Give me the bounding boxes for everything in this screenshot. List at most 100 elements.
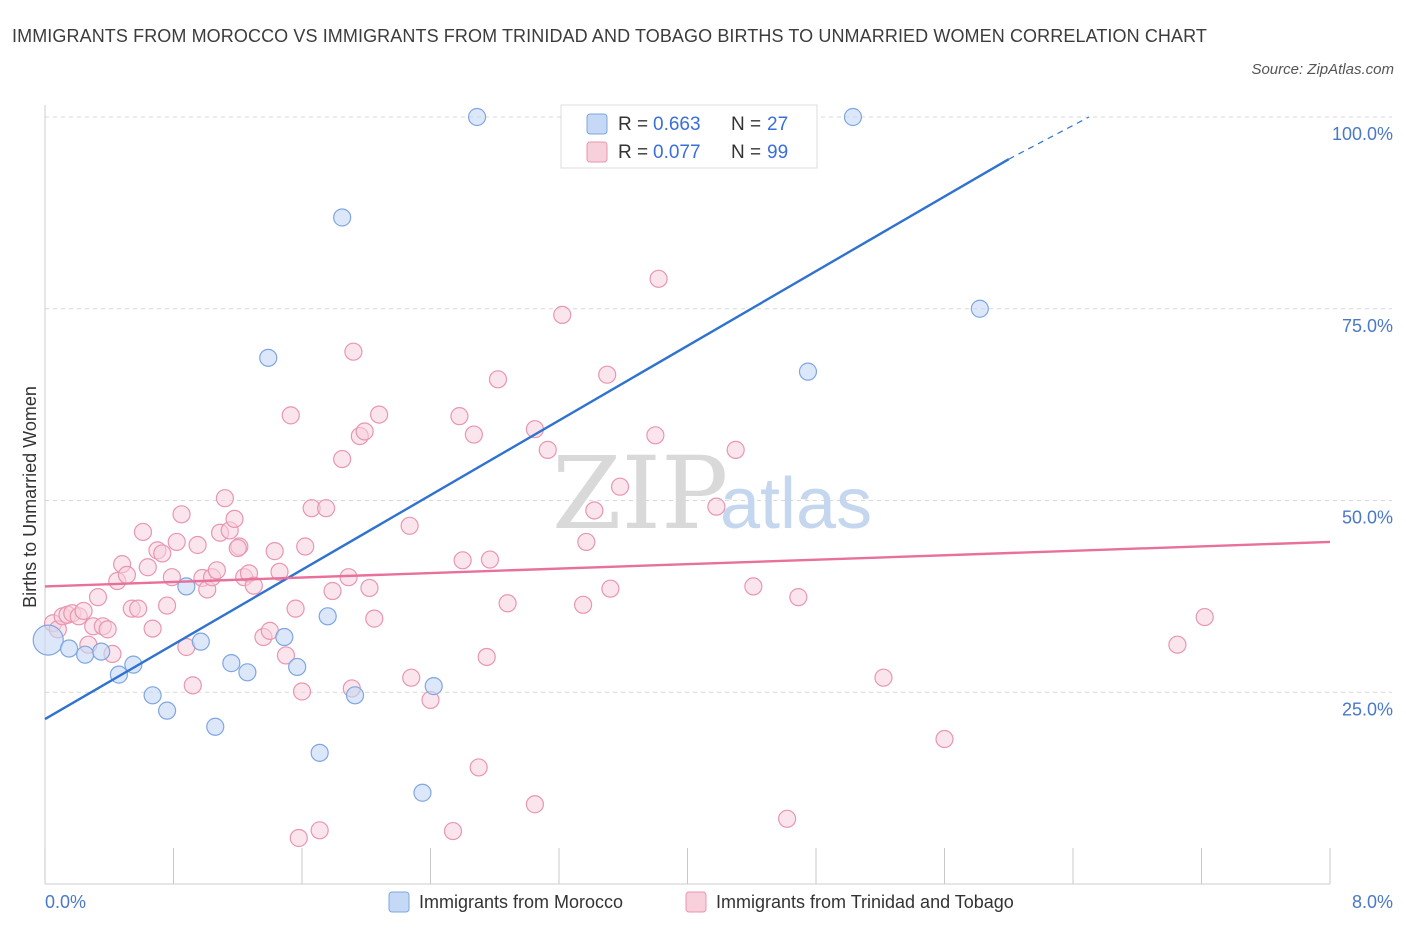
trinidad-point — [188, 535, 207, 555]
trinidad-point — [316, 499, 336, 518]
trinidad-point — [400, 516, 419, 535]
legend-trinidad-label: Immigrants from Trinidad and Tobago — [716, 892, 1014, 912]
trinidad-point — [225, 509, 244, 529]
morocco-point — [92, 642, 111, 661]
series-legend: Immigrants from Morocco Immigrants from … — [388, 891, 1014, 913]
morocco-point — [467, 107, 487, 127]
chart-title: IMMIGRANTS FROM MOROCCO VS IMMIGRANTS FR… — [12, 26, 1208, 46]
morocco-point — [222, 654, 241, 673]
trinidad-point — [598, 365, 617, 384]
trinidad-point — [488, 370, 508, 389]
morocco-point — [206, 717, 225, 736]
trinidad-point — [133, 522, 153, 542]
trinidad-point — [726, 440, 745, 459]
morocco-point — [288, 657, 307, 677]
trinidad-point — [215, 489, 234, 508]
legend-trinidad-swatch — [685, 891, 707, 913]
trinidad-point — [183, 676, 202, 695]
trinidad-point — [286, 599, 305, 618]
y-axis-label: Births to Unmarried Women — [20, 386, 40, 608]
morocco-point — [318, 607, 337, 626]
morocco-n-value: 27 — [767, 114, 788, 135]
trinidad-point — [167, 532, 186, 552]
y-tick-label: 25.0% — [1342, 699, 1393, 719]
trinidad-r-label: R = — [618, 142, 648, 163]
morocco-point — [333, 208, 352, 227]
trinidad-point — [1168, 635, 1187, 654]
trinidad-point — [744, 577, 763, 596]
watermark: ZIP atlas — [552, 435, 872, 552]
morocco-point — [843, 107, 863, 127]
trinidad-point — [143, 619, 162, 638]
y-tick-label: 75.0% — [1342, 316, 1393, 336]
trinidad-point — [172, 505, 191, 524]
trinidad-point — [370, 405, 389, 424]
grid-lines — [45, 116, 1392, 693]
y-tick-label: 100.0% — [1332, 124, 1393, 144]
trinidad-n-value: 99 — [767, 142, 788, 163]
morocco-trend-extension — [1008, 116, 1090, 160]
trinidad-point — [323, 581, 342, 601]
trinidad-point — [244, 576, 263, 595]
trinidad-point — [935, 729, 954, 749]
trinidad-point — [365, 609, 384, 628]
trinidad-point — [333, 449, 352, 469]
morocco-point — [424, 677, 443, 696]
trinidad-point — [646, 426, 665, 445]
trinidad-swatch — [586, 141, 608, 163]
trinidad-point — [129, 599, 148, 618]
trinidad-point — [450, 407, 469, 426]
morocco-point — [238, 663, 257, 682]
trinidad-point — [443, 821, 463, 841]
morocco-point — [798, 362, 818, 381]
trinidad-point — [207, 561, 226, 580]
watermark-zip: ZIP — [552, 435, 728, 552]
trinidad-point — [228, 538, 247, 558]
trinidad-point — [538, 440, 557, 459]
trinidad-point — [281, 406, 300, 425]
trinidad-point — [610, 477, 630, 496]
source-credit: Source: ZipAtlas.com — [1251, 61, 1394, 78]
trinidad-point — [480, 550, 500, 569]
trinidad-point — [138, 558, 157, 577]
morocco-point — [76, 645, 95, 664]
trinidad-point — [344, 342, 363, 361]
trinidad-point — [296, 537, 315, 556]
trinidad-point — [577, 532, 596, 552]
morocco-point — [275, 627, 294, 647]
morocco-trend-line — [44, 158, 1010, 721]
morocco-r-label: R = — [618, 114, 648, 135]
trinidad-point — [573, 595, 593, 614]
trinidad-point — [355, 422, 374, 441]
y-tick-label: 50.0% — [1342, 508, 1393, 528]
legend-morocco-label: Immigrants from Morocco — [419, 892, 623, 912]
stats-legend: R = 0.663 N = 27 R = 0.077 N = 99 — [560, 104, 818, 169]
trinidad-point — [88, 588, 108, 607]
trinidad-point — [289, 828, 308, 848]
trend-lines — [44, 116, 1331, 721]
trinidad-point — [477, 647, 496, 667]
x-tick-label-max: 8.0% — [1352, 892, 1393, 912]
morocco-point — [191, 632, 210, 651]
trinidad-point — [157, 596, 177, 615]
y-tick-labels: 25.0% 50.0% 75.0% 100.0% — [1332, 124, 1393, 719]
morocco-point — [310, 743, 329, 762]
morocco-point — [32, 624, 64, 656]
morocco-point — [59, 639, 79, 658]
x-tick-label-min: 0.0% — [45, 892, 86, 912]
legend-morocco-swatch — [388, 891, 410, 913]
trinidad-point — [276, 646, 296, 665]
trinidad-point — [789, 588, 808, 607]
trinidad-point — [117, 565, 137, 584]
trinidad-r-value: 0.077 — [653, 142, 701, 163]
trinidad-point — [601, 579, 620, 598]
trinidad-point — [402, 668, 421, 687]
watermark-atlas: atlas — [720, 464, 872, 544]
trinidad-point — [453, 551, 472, 570]
trinidad-point — [360, 578, 379, 598]
morocco-points — [32, 107, 989, 802]
trinidad-trend-line — [44, 540, 1331, 588]
trinidad-point — [777, 809, 797, 828]
morocco-r-value: 0.663 — [653, 114, 701, 135]
